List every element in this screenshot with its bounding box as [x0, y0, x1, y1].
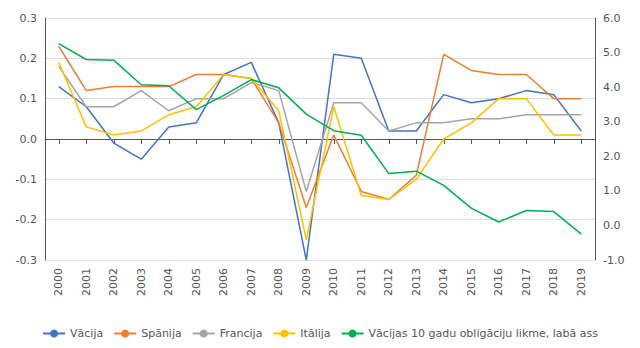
svg-text:0.1: 0.1: [20, 92, 38, 105]
svg-text:3.0: 3.0: [603, 115, 621, 128]
svg-text:2012: 2012: [382, 268, 395, 296]
svg-text:Vācijas 10 gadu obligāciju lik: Vācijas 10 gadu obligāciju likme, labā a…: [369, 327, 599, 340]
svg-text:0.2: 0.2: [20, 52, 38, 65]
svg-text:2018: 2018: [547, 268, 560, 296]
svg-text:Spānija: Spānija: [141, 327, 182, 340]
svg-text:-1.0: -1.0: [603, 254, 624, 267]
svg-text:-0.2: -0.2: [16, 213, 37, 226]
svg-text:Itālija: Itālija: [300, 327, 330, 340]
svg-text:0.0: 0.0: [20, 133, 38, 146]
svg-text:2015: 2015: [465, 268, 478, 296]
svg-text:2001: 2001: [80, 268, 93, 296]
svg-text:2006: 2006: [217, 268, 230, 296]
svg-text:5.0: 5.0: [603, 46, 621, 59]
svg-text:2.0: 2.0: [603, 150, 621, 163]
svg-text:2004: 2004: [162, 268, 175, 296]
svg-text:2011: 2011: [355, 268, 368, 296]
svg-text:1.0: 1.0: [603, 184, 621, 197]
svg-text:2002: 2002: [107, 268, 120, 296]
svg-text:2017: 2017: [520, 268, 533, 296]
svg-text:2000: 2000: [52, 268, 65, 296]
svg-text:2010: 2010: [327, 268, 340, 296]
svg-text:2008: 2008: [272, 268, 285, 296]
svg-text:2009: 2009: [300, 268, 313, 296]
svg-text:-0.1: -0.1: [16, 173, 37, 186]
svg-text:2019: 2019: [575, 268, 588, 296]
svg-text:2014: 2014: [437, 268, 450, 296]
svg-text:0.3: 0.3: [20, 12, 38, 25]
svg-text:Vācija: Vācija: [70, 327, 103, 340]
svg-text:2007: 2007: [245, 268, 258, 296]
svg-text:0.0: 0.0: [603, 219, 621, 232]
svg-text:4.0: 4.0: [603, 81, 621, 94]
svg-text:6.0: 6.0: [603, 12, 621, 25]
svg-text:Francija: Francija: [220, 327, 263, 340]
svg-text:2005: 2005: [190, 268, 203, 296]
svg-text:-0.3: -0.3: [16, 254, 37, 267]
svg-text:2013: 2013: [410, 268, 423, 296]
svg-text:2003: 2003: [135, 268, 148, 296]
svg-text:2016: 2016: [492, 268, 505, 296]
